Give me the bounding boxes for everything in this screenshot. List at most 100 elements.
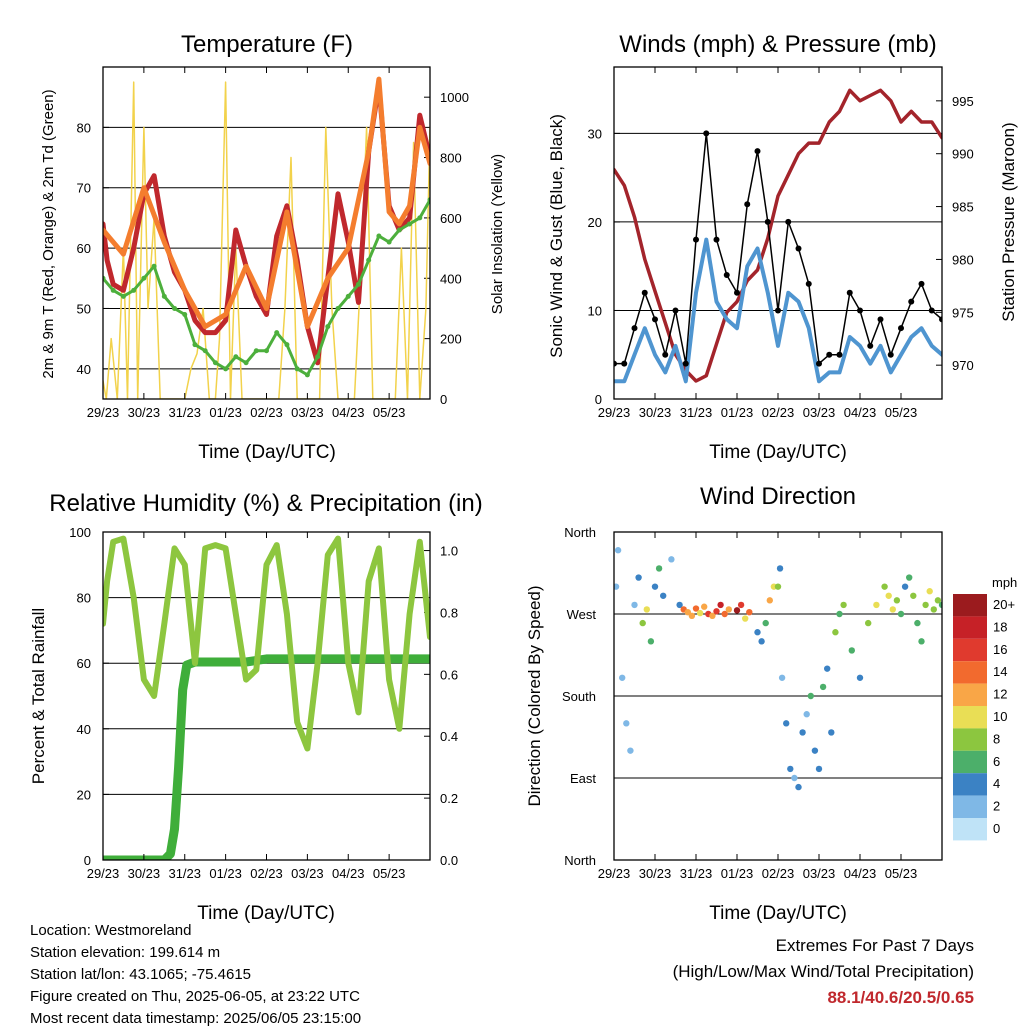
y-tick-label: South	[562, 689, 596, 704]
wind-direction-point	[684, 608, 691, 616]
x-tick-label: 30/23	[128, 405, 161, 420]
legend-label: 4	[993, 776, 1000, 791]
wind-direction-point	[746, 608, 753, 616]
station-latlon: Station lat/lon: 43.1065; -75.4615	[30, 966, 252, 983]
y-right-tick-label: 600	[440, 211, 462, 226]
y-tick-label: 20	[77, 787, 91, 802]
station-info: Location: Westmoreland Station elevation…	[30, 920, 361, 1030]
wind-direction-point	[918, 638, 925, 645]
wind-direction-point	[627, 747, 634, 754]
wind-direction-point	[901, 583, 909, 590]
wind-direction-point	[668, 556, 675, 563]
gust-point	[744, 201, 751, 208]
recent-timestamp: Most recent data timestamp: 2025/06/05 2…	[30, 1010, 362, 1027]
y-tick-label: 70	[77, 181, 91, 196]
2m-td-point	[345, 293, 351, 299]
legend-swatch	[953, 683, 987, 706]
gust-point	[713, 236, 720, 243]
2m-td-point	[120, 293, 126, 299]
y-tick-label: 40	[77, 722, 91, 737]
extremes-summary: Extremes For Past 7 Days (High/Low/Max W…	[673, 933, 974, 1011]
extremes-values: 88.1/40.6/20.5/0.65	[827, 988, 974, 1007]
2m-td-point	[325, 324, 331, 330]
y-tick-label: North	[564, 525, 596, 540]
wind-direction-point	[651, 583, 659, 590]
legend-swatch	[953, 706, 987, 729]
x-tick-label: 04/23	[332, 405, 365, 420]
wind-direction-point	[623, 720, 630, 727]
extremes-subtitle: (High/Low/Max Wind/Total Precipitation)	[672, 962, 974, 981]
y-tick-label: 100	[69, 525, 91, 540]
y-right-tick-label: 1000	[440, 90, 469, 105]
plot-area	[103, 76, 430, 399]
wind-direction-point	[873, 601, 880, 609]
winds-panel: Winds (mph) & Pressure (mb) Time (Day/UT…	[547, 31, 1018, 463]
total-precipitation-line	[103, 654, 430, 860]
legend-swatch	[953, 594, 987, 617]
x-tick-label: 29/23	[87, 405, 120, 420]
gust-point	[795, 245, 802, 252]
wind-direction-point	[938, 601, 942, 609]
x-tick-label: 31/23	[680, 866, 713, 881]
2m-td-point	[131, 287, 137, 293]
x-tick-label: 05/23	[373, 866, 406, 881]
x-tick-label: 29/23	[87, 866, 120, 881]
wind-direction-point	[778, 674, 786, 681]
gust-point	[908, 298, 915, 305]
gust-point	[918, 280, 925, 287]
wind-direction-point	[881, 583, 888, 590]
wind-direction-point	[811, 747, 819, 754]
wind-direction-point	[922, 601, 929, 609]
x-tick-label: 02/23	[250, 866, 283, 881]
wind-direction-point	[692, 605, 700, 612]
humidity-panel: Relative Humidity (%) & Precipitation (i…	[29, 490, 483, 924]
wind-direction-point	[721, 610, 728, 618]
wind-direction-point	[783, 720, 790, 727]
y-tick-label: 10	[588, 303, 602, 318]
humidity-xlabel: Time (Day/UTC)	[197, 903, 335, 924]
y-right-tick-label: 990	[952, 147, 974, 162]
wind-direction-point	[836, 610, 843, 618]
gust-point	[826, 351, 833, 358]
gust-point	[734, 289, 740, 296]
gust-point	[939, 316, 942, 323]
9m-t-line	[103, 76, 430, 330]
x-tick-label: 03/23	[291, 405, 324, 420]
2m-td-point	[182, 311, 188, 317]
wind-direction-point	[655, 565, 663, 572]
y-tick-label: 30	[588, 126, 602, 141]
2m-td-point	[355, 281, 361, 287]
2m-td-point	[110, 287, 116, 293]
y-right-tick-label: 0.8	[440, 605, 458, 620]
2m-td-point	[407, 221, 413, 227]
station-elevation: Station elevation: 199.614 m	[30, 944, 221, 961]
wind-direction-point	[717, 601, 724, 609]
wind-direction-point	[832, 629, 839, 636]
gust-point	[693, 236, 699, 243]
plot-area	[614, 547, 942, 791]
gust-point	[682, 360, 689, 367]
y-right-tick-label: 975	[952, 305, 974, 320]
gust-point	[764, 218, 771, 225]
2m-td-point	[243, 360, 249, 366]
wind-direction-point	[906, 574, 913, 581]
wind-direction-point	[840, 601, 847, 609]
gust-point	[703, 130, 710, 137]
wind-direction-point	[709, 612, 716, 620]
gust-point	[846, 289, 853, 296]
humidity-title: Relative Humidity (%) & Precipitation (i…	[49, 490, 482, 517]
x-tick-label: 30/23	[639, 405, 672, 420]
legend-label: 0	[993, 821, 1000, 836]
gust-point	[805, 280, 812, 287]
legend-swatch	[953, 616, 987, 639]
y-right-tick-label: 0.6	[440, 667, 458, 682]
wind-direction-point	[885, 592, 892, 599]
2m-td-point	[161, 293, 167, 299]
station-location: Location: Westmoreland	[30, 922, 192, 939]
wind-direction-point	[619, 674, 626, 681]
x-tick-label: 30/23	[128, 866, 161, 881]
legend-label: 8	[993, 731, 1000, 746]
wind-direction-point	[815, 765, 823, 773]
wind-direction-point	[643, 606, 650, 613]
